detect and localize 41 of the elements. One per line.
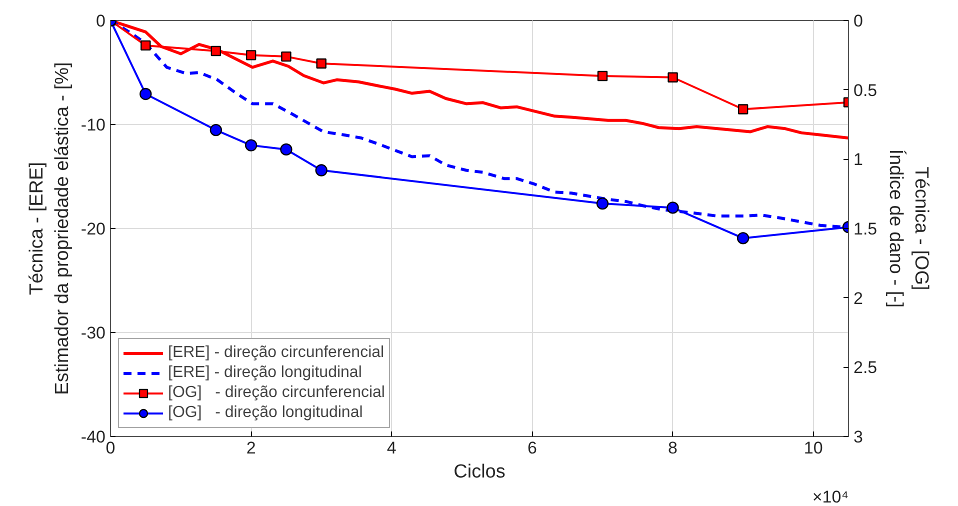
point [315,164,328,176]
y2-tick-label: 2.5 [854,358,878,378]
y-tick-label: -10 [80,116,106,134]
y-tick-label: 0 [96,12,106,30]
point [244,139,258,152]
legend-label: [ERE] - direção circunferencial [168,344,384,362]
y2-tick-label: 2 [854,288,863,308]
point [140,40,151,51]
legend-label: [OG] - direção circunferencial [168,384,385,402]
x-tick-label: 6 [527,438,537,458]
point [738,104,748,114]
point [668,72,678,82]
x-tick-label: 2 [246,438,256,458]
point [210,46,222,56]
y2-axis-title: Técnica - [OG] Índice de dano - [-] [885,149,932,308]
point [280,143,292,156]
y2-tick-label: 1 [854,150,863,170]
x-tick-label: 4 [386,438,396,458]
point [246,50,256,60]
point [281,51,292,62]
point [597,70,608,82]
point [210,124,222,136]
x-axis-title: Ciclos [454,462,506,482]
point [596,197,609,210]
y2-tick-label: 0 [854,12,863,30]
y-tick-label: -40 [80,428,106,446]
x-tick-label: 10 [804,438,823,458]
y2-tick-label: 3 [854,428,863,446]
point [736,232,750,244]
point [140,88,152,100]
y-tick-label: -20 [80,220,106,238]
y2-tick-label: 0.5 [854,80,878,100]
x-tick-label: 8 [668,438,678,458]
point [316,58,326,69]
text: ×10⁴ [812,488,849,506]
point [666,202,679,214]
y-axis-title: Técnica - [ERE] Estimador da propriedade elástica - [%] [26,62,73,395]
y2-tick-label: 1.5 [854,220,878,238]
legend-label: [OG] - direção longitudinal [168,404,363,422]
legend-label: [ERE] - direção longitudinal [168,364,362,382]
y-tick-label: -30 [80,324,106,342]
